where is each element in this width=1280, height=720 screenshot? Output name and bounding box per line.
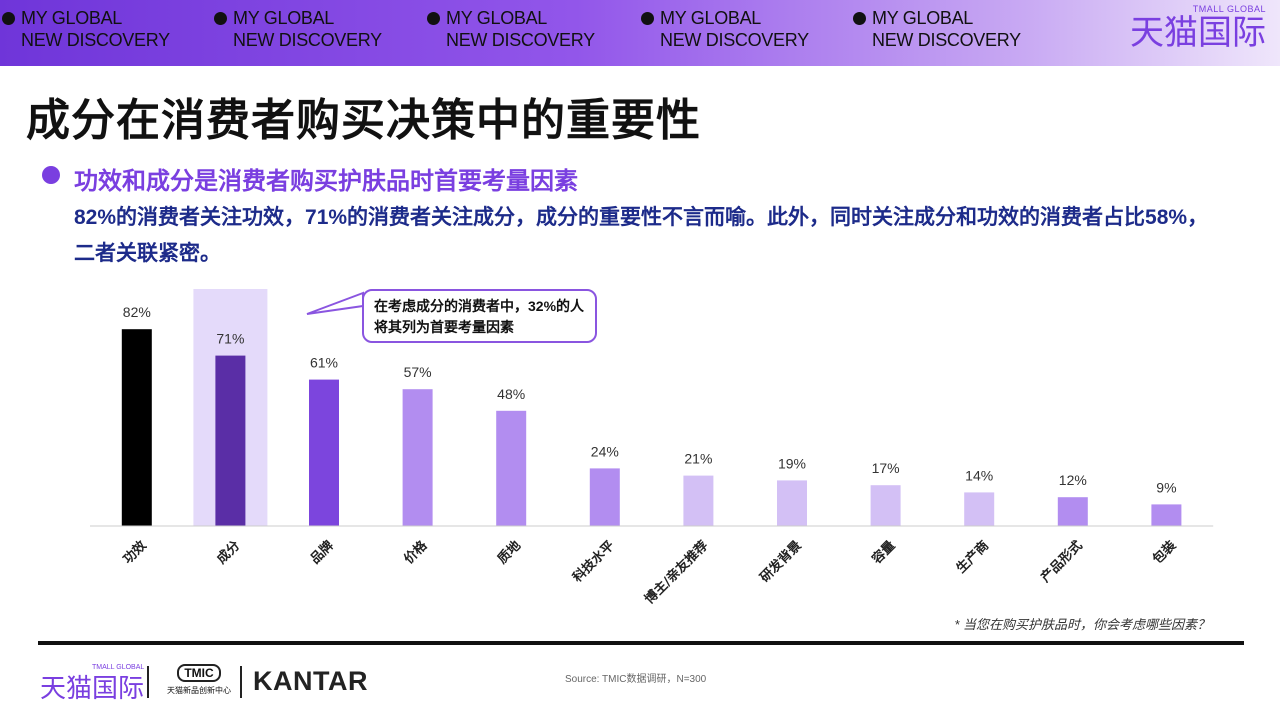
bar (215, 355, 246, 526)
bar (1057, 497, 1088, 526)
source-note: Source: TMIC数据调研，N=300 (565, 674, 707, 685)
callout-box: 在考虑成分的消费者中，32%的人将其列为首要考量因素 (362, 289, 597, 343)
category-label: 生产商 (953, 538, 992, 577)
tag-dot-icon (2, 12, 15, 25)
data-label: 14% (965, 467, 993, 483)
brand-small-text: TMALL GLOBAL (1192, 4, 1266, 14)
footer-divider (38, 641, 1244, 645)
callout-pointer (306, 291, 364, 315)
footer-brand-big: 天猫国际 (40, 673, 145, 703)
data-label: 21% (684, 451, 712, 467)
kantar-logo: KANTAR (253, 666, 368, 696)
data-label: 19% (778, 455, 806, 471)
category-label: 质地 (494, 538, 524, 568)
bar (964, 492, 995, 526)
data-label: 61% (310, 355, 338, 371)
brand-big-text: 天猫国际 (1130, 14, 1266, 52)
category-label: 品牌 (307, 538, 337, 568)
page-title: 成分在消费者购买决策中的重要性 (26, 96, 701, 145)
tag-dot-icon (853, 12, 866, 25)
bar (496, 410, 527, 526)
category-label: 包装 (1150, 538, 1180, 568)
tag-line-1: MY GLOBAL (660, 8, 762, 28)
tag-dot-icon (427, 12, 440, 25)
tmic-caption: 天猫新品创新中心 (167, 686, 231, 695)
tmall-global-footer-logo: TMALL GLOBAL 天猫国际 (40, 664, 145, 705)
data-label: 48% (497, 386, 525, 402)
bar (1151, 504, 1182, 526)
bullet-dot (42, 166, 60, 184)
tag-dot-icon (214, 12, 227, 25)
survey-question-note: * 当您在购买护肤品时，你会考虑哪些因素？ (954, 617, 1210, 632)
bar (589, 468, 620, 526)
tag-line-1: MY GLOBAL (21, 8, 123, 28)
tmic-logo: TMIC 天猫新品创新中心 (160, 664, 238, 696)
tag-line-2: NEW DISCOVERY (660, 30, 809, 50)
data-label: 9% (1156, 479, 1176, 495)
category-label: 科技水平 (570, 538, 618, 586)
bar (870, 485, 901, 526)
logo-separator (240, 666, 242, 698)
data-label: 17% (872, 460, 900, 476)
bar (777, 480, 807, 526)
tmall-global-logo: TMALL GLOBAL 天猫国际 (1130, 4, 1266, 52)
tag-line-1: MY GLOBAL (872, 8, 974, 28)
top-banner: MY GLOBAL NEW DISCOVERY MY GLOBAL NEW DISCO… (0, 0, 1280, 66)
category-label: 功效 (120, 537, 150, 567)
tag-line-2: NEW DISCOVERY (872, 30, 1021, 50)
tag-line-2: NEW DISCOVERY (233, 30, 382, 50)
tag-line-2: NEW DISCOVERY (446, 30, 595, 50)
category-label: 博主/亲友推荐 (641, 538, 711, 608)
bar (121, 329, 152, 526)
category-label: 容量 (868, 538, 898, 568)
bar (683, 475, 714, 526)
data-label: 71% (216, 331, 244, 347)
data-label: 24% (591, 443, 619, 459)
bar (309, 379, 339, 526)
category-label: 价格 (401, 537, 431, 567)
tag-line-1: MY GLOBAL (233, 8, 335, 28)
footer-brand-small: TMALL GLOBAL (92, 664, 145, 671)
data-label: 57% (404, 364, 432, 380)
bar-chart: 82% 功效 71% 成分 61% 品牌 57% 价格 48% 质地 24% 科技水平 21% 博主/亲友… (90, 289, 1214, 608)
category-label: 成分 (214, 538, 244, 568)
tag-line-1: MY GLOBAL (446, 8, 548, 28)
data-label: 82% (123, 304, 151, 320)
category-label: 研发背景 (757, 538, 805, 586)
subtitle: 功效和成分是消费者购买护肤品时首要考量因素 (74, 168, 578, 195)
logo-separator (147, 666, 149, 698)
data-label: 12% (1059, 472, 1087, 488)
bar (402, 389, 433, 526)
category-label: 产品形式 (1038, 538, 1086, 586)
description: 82%的消费者关注功效，71%的消费者关注成分，成分的重要性不言而喻。此外，同时… (74, 206, 1209, 265)
tmic-logo-mark: TMIC (177, 664, 221, 682)
tag-line-2: NEW DISCOVERY (21, 30, 170, 50)
tag-dot-icon (641, 12, 654, 25)
